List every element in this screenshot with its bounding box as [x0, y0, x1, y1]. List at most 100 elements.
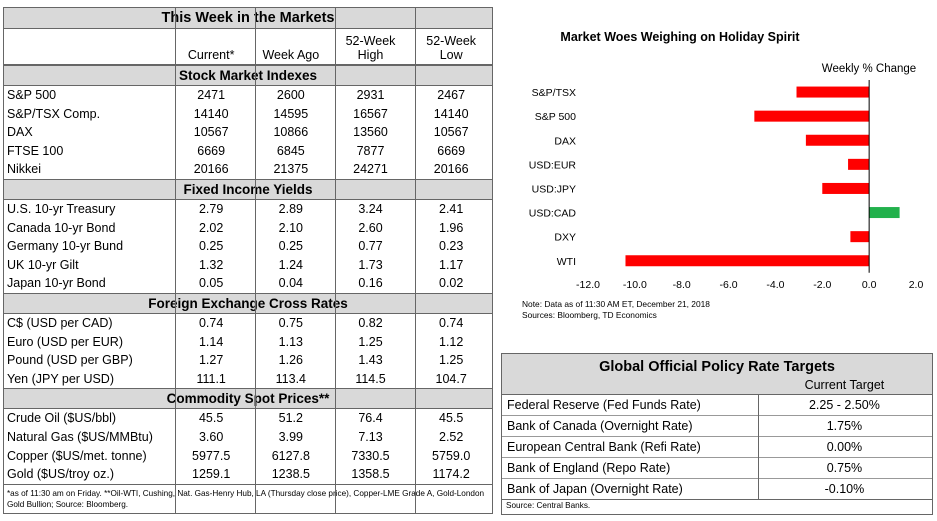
row-value: 2471: [197, 88, 226, 102]
chart-bar: [805, 134, 870, 146]
row-value: 0.02: [439, 276, 464, 291]
table-row: S&P 500 2471 2600 2931 2467: [4, 86, 492, 105]
row-value: 7877: [356, 143, 385, 158]
category-label: DXY: [554, 232, 576, 244]
row-label: Yen (JPY per USD): [7, 371, 114, 386]
row-value: 76.4: [358, 411, 383, 426]
markets-table-title: This Week in the Markets: [4, 8, 492, 29]
row-value: 0.04: [278, 276, 303, 291]
row-value: 16567: [353, 106, 388, 121]
table-row: Germany 10-yr Bund 0.25 0.25 0.77 0.23: [4, 237, 492, 256]
row-value: 2931: [356, 88, 385, 102]
row-value: 0.82: [358, 315, 383, 330]
table-row: Yen (JPY per USD) 111.1 113.4 114.5 104.7: [4, 370, 492, 389]
row-value: 14140: [193, 106, 229, 121]
policy-column-header: Current Target: [502, 378, 932, 395]
row-value: 10866: [273, 125, 309, 140]
policy-table-title: Global Official Policy Rate Targets: [502, 354, 932, 378]
row-value: 2.79: [198, 201, 224, 216]
row-label: UK 10-yr Gilt: [7, 257, 79, 272]
row-value: 7330.5: [351, 448, 390, 463]
policy-rate-value: 0.00%: [826, 440, 863, 454]
row-value: 45.5: [198, 411, 224, 426]
category-label: DAX: [554, 135, 576, 147]
policy-row: Bank of Canada (Overnight Rate) 1.75%: [502, 416, 932, 437]
row-value: 1.26: [278, 353, 303, 368]
policy-row: European Central Bank (Refi Rate) 0.00%: [502, 437, 932, 458]
category-label: S&P/TSX: [532, 87, 576, 99]
markets-column-header: Current* Week Ago 52-Week High 52-Week L…: [4, 29, 492, 65]
row-value: 6669: [437, 143, 466, 158]
chart-title: Market Woes Weighing on Holiday Spirit: [560, 30, 800, 44]
markets-footnote: *as of 11:30 am on Friday. **Oil-WTI, Cu…: [4, 483, 492, 510]
row-value: 3.24: [358, 201, 383, 216]
chart-bar: [822, 182, 870, 194]
row-value: 0.74: [439, 315, 464, 330]
row-value: 1.73: [358, 257, 383, 272]
row-label: Gold ($US/troy oz.): [7, 467, 114, 482]
policy-rate-value: 0.75%: [826, 461, 863, 475]
row-value: 1.25: [358, 334, 383, 349]
weekly-change-chart: Market Woes Weighing on Holiday Spirit W…: [500, 18, 937, 328]
chart-bar: [869, 207, 900, 219]
row-value: 1.43: [358, 353, 383, 368]
row-value: 1.27: [198, 353, 224, 368]
policy-row: Federal Reserve (Fed Funds Rate) 2.25 - 2…: [502, 395, 932, 416]
column-divider: [175, 8, 176, 513]
policy-bank-label: Federal Reserve (Fed Funds Rate): [507, 398, 701, 412]
chart-bar: [850, 231, 870, 243]
row-value: 6845: [276, 143, 305, 158]
section-header: Foreign Exchange Cross Rates: [4, 292, 492, 314]
policy-bank-label: Bank of England (Repo Rate): [507, 461, 671, 475]
category-label: USD:EUR: [529, 159, 577, 171]
row-value: 2.52: [439, 429, 464, 444]
row-value: 2.89: [278, 201, 303, 216]
row-value: 21375: [273, 162, 309, 177]
row-value: 1.32: [198, 257, 224, 272]
row-value: 51.2: [278, 411, 303, 426]
row-value: 14595: [273, 106, 309, 121]
row-value: 1259.1: [192, 467, 231, 482]
table-row: Euro (USD per EUR) 1.14 1.13 1.25 1.12: [4, 333, 492, 352]
chart-bar: [796, 86, 870, 98]
row-value: 2467: [437, 88, 466, 102]
column-header-current: Current*: [187, 48, 235, 62]
policy-bank-label: European Central Bank (Refi Rate): [507, 440, 701, 454]
policy-row: Bank of Japan (Overnight Rate) -0.10%: [502, 479, 932, 500]
row-value: 10567: [193, 125, 229, 140]
policy-source: Source: Central Banks.: [506, 501, 591, 510]
category-label: USD:JPY: [532, 183, 576, 195]
policy-label-header: [502, 378, 757, 394]
row-value: 1.12: [439, 334, 464, 349]
row-label: FTSE 100: [7, 143, 64, 158]
row-value: 2600: [276, 88, 305, 102]
section-header: Commodity Spot Prices**: [4, 388, 492, 410]
row-value: 0.23: [439, 239, 464, 254]
row-value: 45.5: [439, 411, 464, 426]
x-tick-label: -10.0: [623, 279, 647, 291]
policy-rate-table: Global Official Policy Rate Targets Curr…: [501, 353, 933, 515]
table-row: U.S. 10-yr Treasury 2.79 2.89 3.24 2.41: [4, 200, 492, 219]
column-header-52wk-high: 52-Week High: [345, 34, 396, 62]
row-value: 6669: [197, 143, 226, 158]
policy-value-header: Current Target: [804, 378, 885, 392]
table-row: Canada 10-yr Bond 2.02 2.10 2.60 1.96: [4, 219, 492, 238]
row-label: Japan 10-yr Bond: [7, 276, 106, 291]
chart-plot-area: S&P/TSX S&P 500 DAX USD:EUR USD:JPY USD:CAD DX…: [529, 80, 923, 291]
row-label: Natural Gas ($US/MMBtu): [7, 429, 153, 444]
x-tick-label: -8.0: [673, 279, 691, 291]
x-tick-label: -12.0: [576, 279, 600, 291]
table-row: Crude Oil ($US/bbl) 45.5 51.2 76.4 45.5: [4, 409, 492, 428]
row-label: S&P/TSX Comp.: [7, 106, 101, 121]
policy-bank-label: Bank of Japan (Overnight Rate): [507, 482, 683, 496]
row-value: 6127.8: [271, 448, 310, 463]
row-value: 0.16: [358, 276, 383, 291]
row-value: 5977.5: [192, 448, 231, 463]
row-value: 1174.2: [432, 467, 470, 482]
row-value: 7.13: [358, 429, 383, 444]
table-row: S&P/TSX Comp. 14140 14595 16567 14140: [4, 105, 492, 124]
row-value: 24271: [353, 162, 388, 177]
x-tick-label: 0.0: [862, 279, 877, 291]
row-value: 1.25: [439, 353, 464, 368]
row-value: 1.24: [278, 257, 303, 272]
